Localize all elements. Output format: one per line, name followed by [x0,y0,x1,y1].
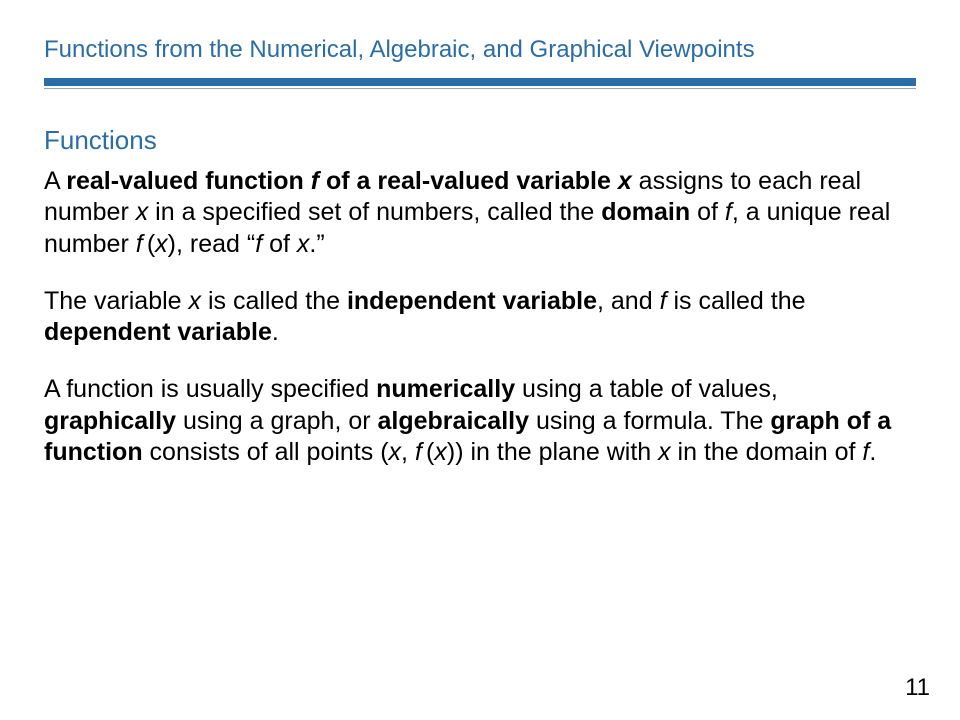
text: using a graph, or [176,407,378,435]
bold-text: dependent variable [44,318,272,346]
bold-text: real-valued function [66,167,310,195]
bold-text: of a real-valued variable [319,167,618,195]
bold-italic-text: x [618,167,632,195]
divider-thick [44,78,916,86]
text: .” [309,230,324,258]
text: A function is usually specified [44,375,376,403]
text: using a table of values, [515,375,778,403]
text: using a formula. The [529,407,770,435]
section-heading: Functions [44,125,916,156]
italic-text: f [725,198,732,226]
italic-text: x [297,230,310,258]
text: ), read “ [168,230,256,258]
text: ( [143,230,156,258]
bold-italic-text: f [311,167,319,195]
text: consists of all points ( [143,438,389,466]
divider-thin [44,88,916,89]
italic-text: x [189,287,202,315]
text: , and [597,287,660,315]
page-number: 11 [905,674,930,702]
text: is called the [667,287,806,315]
text: ( [422,438,435,466]
italic-text: x [389,438,402,466]
slide: Functions from the Numerical, Algebraic,… [0,0,960,468]
text: in a specified set of numbers, called th… [148,198,601,226]
bold-text: numerically [376,375,515,403]
paragraph-3: A function is usually specified numerica… [44,374,916,468]
slide-title: Functions from the Numerical, Algebraic,… [44,36,916,64]
text: . [869,438,876,466]
italic-text: x [155,230,168,258]
body-text: A real-valued function f of a real-value… [44,166,916,468]
text: A [44,167,66,195]
text: )) in the plane with [447,438,658,466]
text: of [690,198,725,226]
text: The variable [44,287,189,315]
bold-text: algebraically [378,407,529,435]
text: . [272,318,279,346]
paragraph-1: A real-valued function f of a real-value… [44,166,916,260]
text: is called the [201,287,347,315]
italic-text: x [434,438,447,466]
italic-text: x [658,438,671,466]
italic-text: f [136,230,143,258]
bold-text: domain [601,198,690,226]
italic-text: x [136,198,149,226]
bold-text: independent variable [347,287,597,315]
text: , [401,438,415,466]
paragraph-2: The variable x is called the independent… [44,286,916,349]
bold-text: graphically [44,407,176,435]
text: of [262,230,297,258]
text: in the domain of [671,438,863,466]
italic-text: f [660,287,667,315]
italic-text: f [415,438,422,466]
